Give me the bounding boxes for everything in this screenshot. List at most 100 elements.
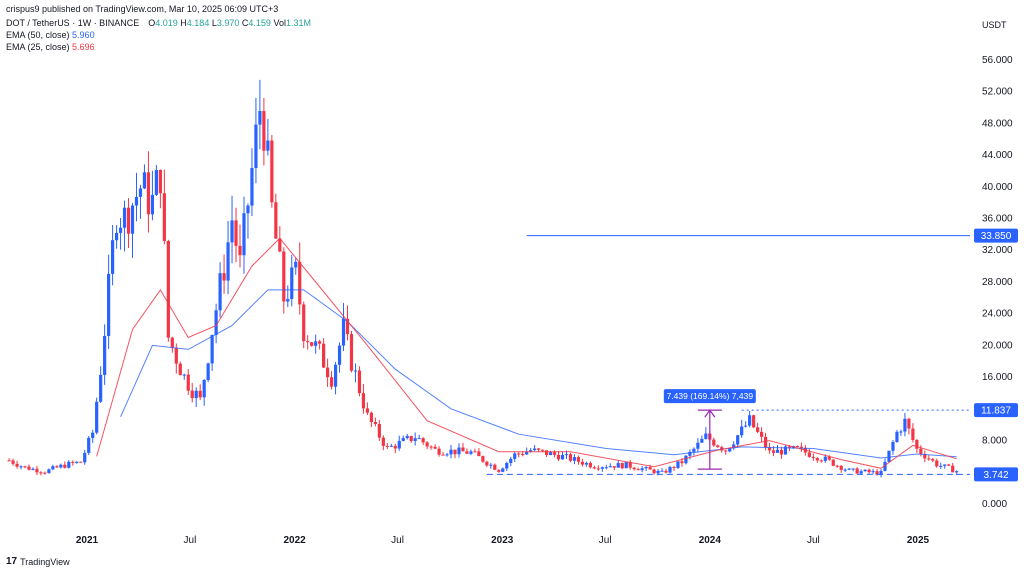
candle-body (122, 207, 127, 228)
candle-body (584, 462, 588, 465)
candle-body (7, 460, 11, 462)
candle-body (596, 468, 600, 470)
candle-body (664, 470, 668, 473)
candle-body (186, 374, 190, 391)
candle-body (190, 390, 194, 399)
candle-body (234, 220, 238, 246)
symbol-name[interactable]: DOT / TetherUS · 1W · BINANCE (6, 18, 140, 28)
candle-body (51, 466, 55, 470)
candle-body (302, 304, 306, 342)
candle-body (867, 469, 871, 473)
candle-body (59, 464, 63, 468)
candle-body (540, 449, 545, 451)
candle-body (668, 466, 672, 473)
candle-body (158, 170, 162, 194)
candle-body (576, 457, 581, 462)
candle-body (138, 188, 143, 197)
ohlc-vol-value: 1.31M (285, 18, 311, 28)
candle-body (71, 461, 75, 463)
candle-body (740, 426, 744, 436)
candle-body (756, 427, 760, 432)
y-tick-label: 16.000 (982, 372, 1013, 383)
y-tick-label: 32.000 (982, 245, 1013, 256)
candle-body (449, 449, 453, 455)
ema25-legend[interactable]: EMA (25, close) 5.696 (6, 42, 95, 52)
symbol-legend[interactable]: DOT / TetherUS · 1W · BINANCE O4.019 H4.… (6, 18, 311, 28)
candle-body (107, 273, 111, 336)
x-tick-label: 2025 (907, 535, 930, 546)
candle-body (513, 453, 517, 459)
candle-body (425, 442, 429, 447)
candle-body (214, 310, 218, 336)
ema50-legend[interactable]: EMA (50, close) 5.960 (6, 30, 95, 40)
candle-body (389, 445, 393, 447)
candle-body (170, 337, 174, 348)
candle-body (855, 468, 859, 474)
candle-body (226, 242, 230, 281)
y-tick-label: 44.000 (982, 150, 1013, 161)
candle-body (353, 370, 358, 372)
ema25-line (96, 237, 957, 469)
candle-body (644, 467, 648, 469)
y-tick-label: 24.000 (982, 309, 1013, 320)
candle-body (787, 446, 792, 448)
candle-body (632, 467, 636, 470)
candle-body (548, 452, 553, 456)
candle-body (533, 448, 537, 451)
candle-body (246, 205, 250, 214)
candle-body (604, 467, 608, 469)
y-tick-label: 20.000 (982, 340, 1013, 351)
y-tick-label: 0.000 (982, 499, 1007, 510)
candle-body (517, 453, 521, 455)
candle-body (648, 467, 652, 470)
candle-body (345, 318, 350, 335)
candle-body (935, 460, 939, 467)
candle-body (712, 439, 716, 446)
currency-label[interactable]: USDT (982, 20, 1007, 30)
candle-body (409, 436, 413, 441)
candle-body (218, 273, 222, 311)
candle-body (931, 459, 935, 461)
candle-body (489, 464, 493, 466)
candle-body (39, 472, 43, 474)
candle-body (732, 444, 736, 449)
candle-body (827, 456, 831, 460)
candle-body (859, 471, 863, 474)
candle-body (911, 428, 915, 440)
candle-body (823, 456, 827, 461)
candle-body (620, 463, 624, 469)
candle-body (564, 454, 569, 456)
candle-body (341, 318, 346, 346)
candle-body (843, 469, 847, 471)
y-tick-label: 56.000 (982, 55, 1013, 66)
candle-body (572, 457, 577, 461)
candle-body (429, 446, 433, 448)
candle-body (154, 170, 158, 195)
candle-body (99, 374, 103, 402)
candle-body (799, 446, 803, 448)
y-tick-label: 8.000 (982, 436, 1007, 447)
candle-body (79, 461, 83, 463)
candle-body (150, 194, 155, 215)
y-tick-label: 48.000 (982, 118, 1013, 129)
candle-body (839, 465, 843, 470)
candle-body (134, 196, 139, 206)
candle-body (377, 423, 381, 438)
candle-body (560, 454, 565, 460)
tradingview-logo[interactable]: 17 TradingView (6, 556, 70, 567)
candle-body (258, 111, 262, 125)
candle-body (688, 451, 692, 456)
candle-body (728, 448, 732, 452)
candle-body (529, 450, 533, 452)
candle-body (943, 464, 947, 466)
x-tick-label: 2023 (491, 535, 514, 546)
candle-body (405, 436, 409, 439)
price-label-box (974, 403, 1018, 418)
candle-body (202, 379, 206, 398)
candle-body (477, 451, 481, 457)
candle-body (879, 470, 883, 475)
candle-body (75, 461, 79, 463)
candle-body (481, 456, 485, 462)
candle-body (592, 467, 596, 469)
